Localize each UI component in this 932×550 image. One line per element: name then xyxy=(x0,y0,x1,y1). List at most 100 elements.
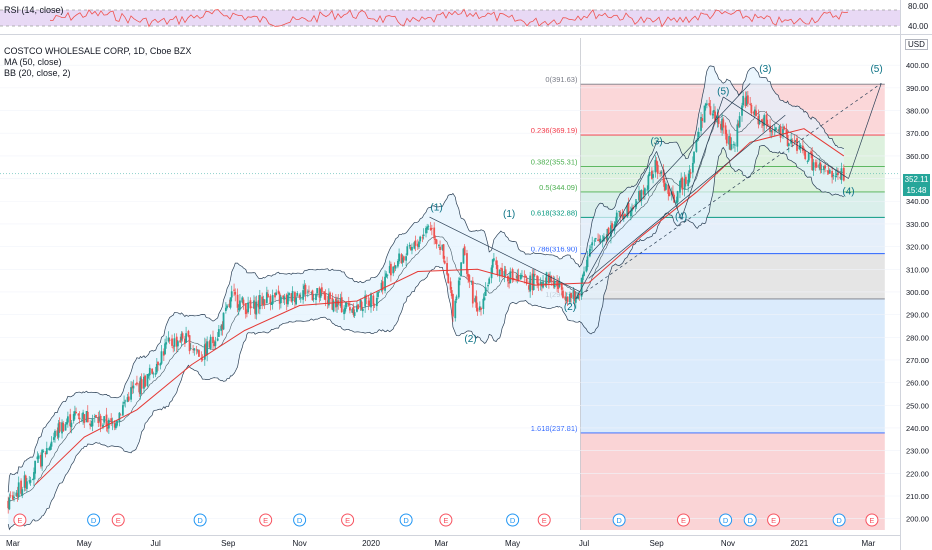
candle-body xyxy=(676,191,679,203)
candle-body xyxy=(86,411,89,423)
candle-body xyxy=(556,280,558,287)
candle-body xyxy=(175,336,178,347)
price-tick-label: 270.00 xyxy=(906,356,929,365)
bb-lower xyxy=(7,145,844,531)
candle-body xyxy=(249,300,252,309)
candle-body xyxy=(810,151,812,155)
candle-body xyxy=(303,285,306,290)
candle-body xyxy=(353,312,356,316)
candle-body xyxy=(646,189,649,191)
candle-body xyxy=(760,119,763,122)
candle-body xyxy=(140,379,143,389)
candle-body xyxy=(121,405,124,416)
candle-body xyxy=(681,177,684,190)
price-tick-label: 360.00 xyxy=(906,152,929,161)
candle-body xyxy=(801,145,804,151)
event-marker-letter: D xyxy=(510,516,516,525)
candle-body xyxy=(599,238,602,243)
fib-level-label: 0.786(316.90) xyxy=(531,245,578,254)
time-tick-label: May xyxy=(505,539,520,548)
candle-body xyxy=(413,242,416,249)
candle-body xyxy=(831,171,834,178)
candle-body xyxy=(44,452,47,455)
candle-body xyxy=(340,297,343,313)
candle-body xyxy=(642,190,645,195)
candle-body xyxy=(826,170,829,172)
candle-body xyxy=(607,227,610,235)
candle-body xyxy=(360,301,363,310)
candle-body xyxy=(167,337,170,342)
candle-body xyxy=(615,212,618,223)
candle-body xyxy=(65,422,68,425)
candle-body xyxy=(265,292,268,304)
candle-body xyxy=(782,128,784,137)
candle-body xyxy=(75,411,77,414)
candle-body xyxy=(103,416,106,423)
candle-body xyxy=(643,188,646,195)
candle-body xyxy=(583,271,585,276)
trendline-drawings[interactable] xyxy=(429,83,882,300)
candle-body xyxy=(434,239,437,240)
candle-body xyxy=(753,109,756,116)
candle-body xyxy=(361,308,364,312)
candle-body xyxy=(69,414,72,427)
candle-body xyxy=(439,246,441,250)
event-marker-letter: D xyxy=(836,516,842,525)
candle-body xyxy=(126,397,129,402)
candle-body xyxy=(154,373,157,375)
candle-body xyxy=(37,455,40,459)
candle-body xyxy=(49,445,52,450)
candle-body xyxy=(819,162,822,170)
candle-body xyxy=(312,298,315,300)
candle-body xyxy=(605,237,608,239)
candle-body xyxy=(31,479,34,481)
candle-body xyxy=(118,412,121,422)
price-tick-label: 320.00 xyxy=(906,243,929,252)
candle-body xyxy=(577,293,580,299)
candle-body xyxy=(507,275,509,282)
candle-body xyxy=(220,325,223,331)
candle-body xyxy=(315,294,317,301)
candle-body xyxy=(468,275,471,282)
candle-body xyxy=(389,263,392,276)
candle-body xyxy=(564,296,567,300)
candle-body xyxy=(695,140,698,152)
wave-line xyxy=(680,96,724,220)
elliott-wave-labels: (1) (2) (1) (2) (3) (4) (5) (3) (4) (5) xyxy=(430,64,882,345)
price-tick-label: 280.00 xyxy=(906,333,929,342)
candle-body xyxy=(459,278,461,280)
candle-body xyxy=(470,281,473,283)
candle-body xyxy=(524,275,527,278)
fib-level-label: 0.618(332.88) xyxy=(531,208,578,217)
event-marker-letter: D xyxy=(723,516,729,525)
candle-body xyxy=(624,213,626,217)
time-tick-label: Jul xyxy=(579,539,589,548)
bb-legend: BB (20, close, 2) xyxy=(4,68,71,78)
earnings-marker xyxy=(865,513,879,527)
candle-body xyxy=(291,291,294,302)
candle-body xyxy=(487,284,489,287)
candle-body xyxy=(590,246,592,248)
candle-body xyxy=(629,210,632,217)
candle-body xyxy=(763,115,766,126)
candle-body xyxy=(246,311,248,313)
candle-body xyxy=(224,307,227,312)
candlesticks xyxy=(7,91,845,514)
candle-body xyxy=(742,95,745,106)
candle-body xyxy=(365,297,368,299)
candle-body xyxy=(373,304,376,306)
dividend-marker xyxy=(87,513,101,527)
candle-body xyxy=(185,333,187,343)
candle-body xyxy=(377,292,379,297)
candle-body xyxy=(45,448,48,455)
rsi-band xyxy=(0,10,900,26)
candle-body xyxy=(597,239,599,241)
candle-body xyxy=(442,244,445,259)
candle-body xyxy=(696,138,699,140)
candle-body xyxy=(429,227,432,231)
candle-body xyxy=(818,164,821,168)
currency-label[interactable]: USD xyxy=(905,39,928,50)
candle-body xyxy=(610,225,612,237)
candle-body xyxy=(652,174,654,178)
